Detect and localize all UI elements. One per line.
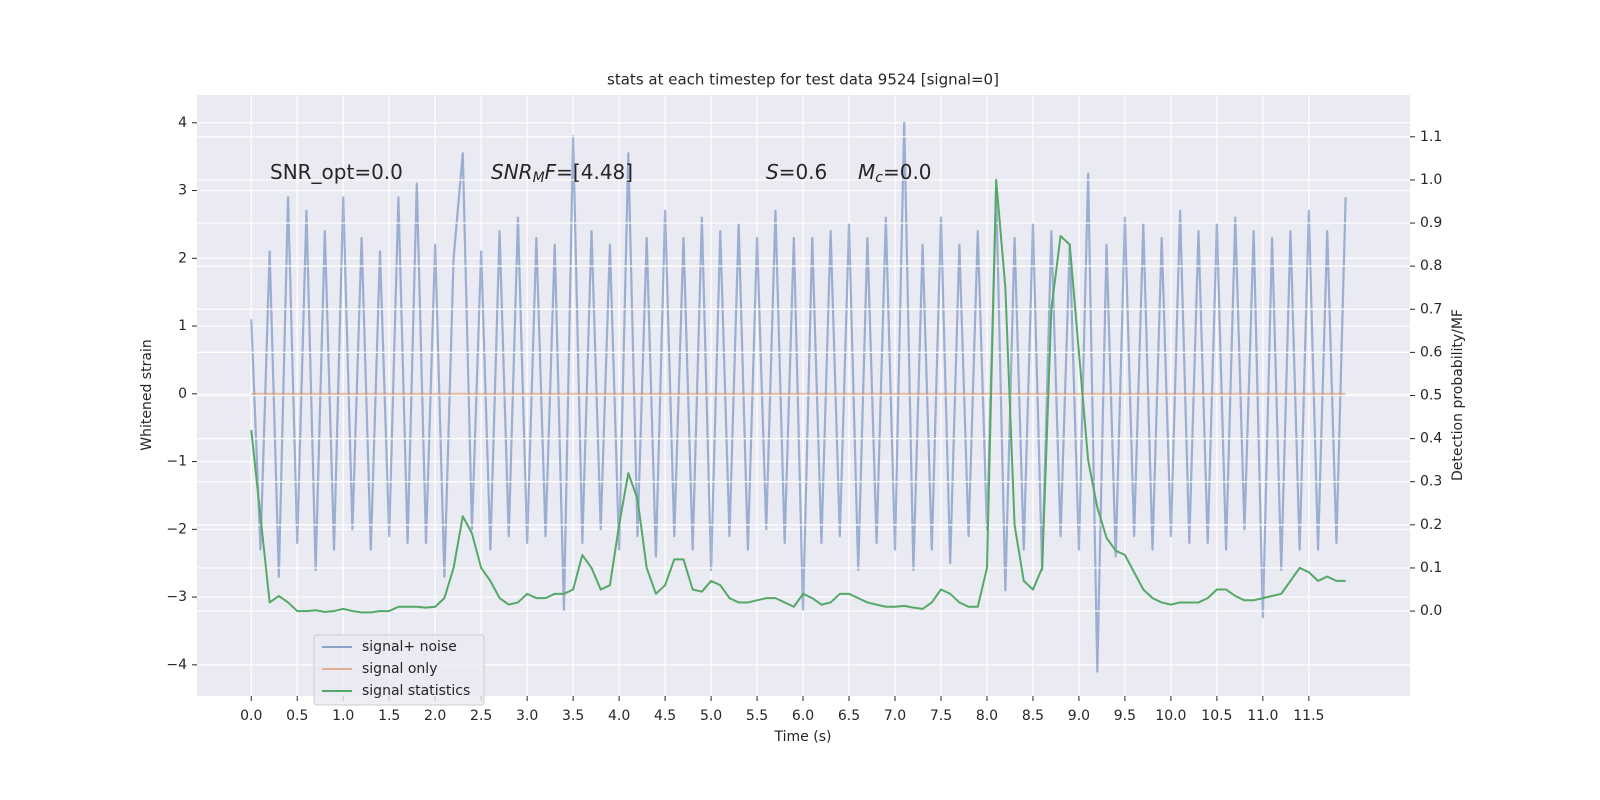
y-tick-label: 2: [178, 250, 187, 266]
annotation-part: SNR_opt=0.0: [270, 160, 403, 184]
x-tick-label: 5.0: [700, 708, 722, 724]
annotation-part: S: [766, 160, 779, 184]
y2-tick-label: 1.0: [1420, 172, 1442, 188]
x-tick-label: 8.5: [1022, 708, 1044, 724]
y-tick-label: 3: [178, 183, 187, 199]
annotation-part: SNR: [491, 160, 533, 184]
y2-tick-label: 0.9: [1420, 215, 1442, 231]
series-line: [250, 178, 1346, 614]
y2-tick-label: 0.1: [1420, 560, 1442, 576]
x-tick-label: 6.0: [792, 708, 814, 724]
annotation: S=0.6: [766, 160, 827, 184]
legend-label: signal+ noise: [362, 639, 457, 655]
x-axis-label: Time (s): [774, 729, 832, 745]
annotation-part: =0.6: [779, 160, 828, 184]
x-tick-label: 10.5: [1201, 708, 1232, 724]
x-tick-label: 2.5: [470, 708, 492, 724]
y-axis-label: Whitened strain: [139, 339, 155, 450]
x-tick-label: 4.5: [654, 708, 676, 724]
x-tick-label: 2.0: [424, 708, 446, 724]
y-tick-label: −2: [166, 521, 187, 537]
legend-label: signal only: [362, 661, 437, 677]
legend-label: signal statistics: [362, 683, 470, 699]
x-tick-label: 11.5: [1293, 708, 1324, 724]
y2-tick-label: 0.5: [1420, 388, 1442, 404]
annotation: SNR_opt=0.0: [270, 160, 403, 184]
x-tick-label: 0.0: [240, 708, 262, 724]
annotation-part: M: [858, 160, 875, 184]
x-tick-label: 9.0: [1068, 708, 1090, 724]
annotation: SNRMF=[4.48]: [491, 160, 633, 187]
x-tick-label: 7.0: [884, 708, 906, 724]
y2-tick-label: 0.3: [1420, 474, 1442, 490]
y2-tick-label: 0.7: [1420, 301, 1442, 317]
x-tick-label: 6.5: [838, 708, 860, 724]
x-tick-label: 3.0: [516, 708, 538, 724]
x-tick-label: 8.0: [976, 708, 998, 724]
y-tick-label: −4: [166, 657, 187, 673]
y2-tick-label: 0.4: [1420, 431, 1442, 447]
annotation-part: =0.0: [883, 160, 932, 184]
annotation-part: =[4.48]: [556, 160, 633, 184]
series-line: [250, 121, 1347, 673]
y2-tick-label: 0.8: [1420, 258, 1442, 274]
x-tick-label: 0.5: [286, 708, 308, 724]
y-tick-label: 0: [178, 386, 187, 402]
y2-tick-label: 0.6: [1420, 344, 1442, 360]
x-tick-label: 5.5: [746, 708, 768, 724]
y-tick-label: 1: [178, 318, 187, 334]
y2-tick-label: 0.2: [1420, 517, 1442, 533]
y-tick-label: −1: [166, 454, 187, 470]
y-tick-label: −3: [166, 589, 187, 605]
x-tick-label: 4.0: [608, 708, 630, 724]
x-tick-label: 9.5: [1114, 708, 1136, 724]
annotation-part: M: [533, 170, 545, 186]
legend-box: [313, 634, 485, 706]
annotation-part: c: [875, 170, 883, 186]
chart-title: stats at each timestep for test data 952…: [607, 71, 999, 89]
x-tick-label: 11.0: [1247, 708, 1278, 724]
x-tick-label: 1.0: [332, 708, 354, 724]
x-tick-label: 3.5: [562, 708, 584, 724]
annotation-part: F: [545, 160, 557, 184]
y2-tick-label: 0.0: [1420, 603, 1442, 619]
y-tick-label: 4: [178, 115, 187, 131]
x-tick-label: 10.0: [1155, 708, 1186, 724]
x-tick-label: 7.5: [930, 708, 952, 724]
y2-axis-label: Detection probability/MF: [1450, 309, 1466, 481]
annotation: Mc=0.0: [858, 160, 932, 187]
y2-tick-label: 1.1: [1420, 129, 1442, 145]
x-tick-label: 1.5: [378, 708, 400, 724]
